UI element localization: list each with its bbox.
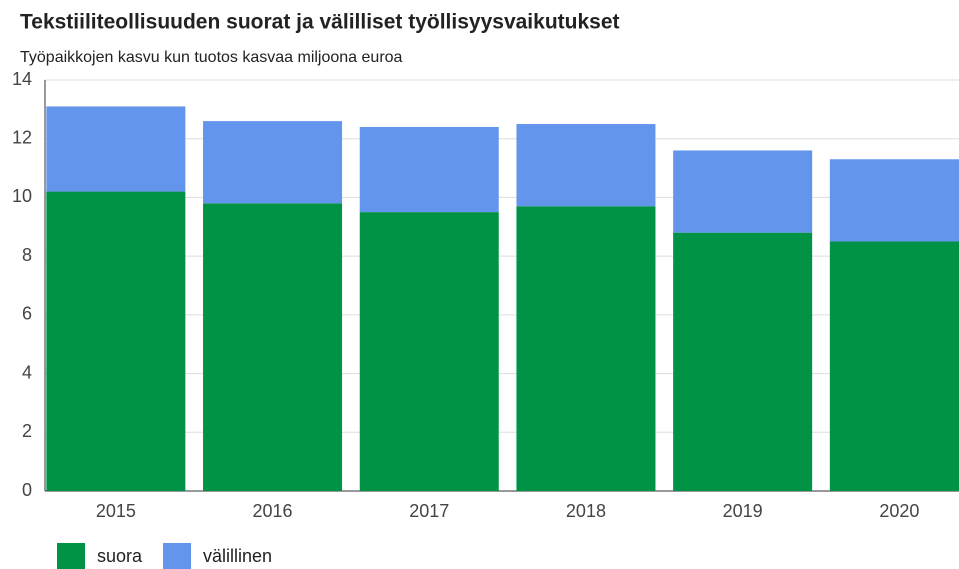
bar-segment: [46, 191, 186, 492]
legend-label: välillinen: [203, 546, 272, 566]
bar-segment: [359, 212, 499, 491]
x-tick-label: 2019: [723, 501, 763, 521]
y-tick-label: 12: [12, 127, 32, 147]
x-tick-label: 2017: [409, 501, 449, 521]
bar-segment: [203, 203, 343, 492]
chart-title: Tekstiiliteollisuuden suorat ja välillis…: [20, 11, 620, 34]
bar-segment: [46, 106, 186, 192]
bar-segment: [829, 241, 959, 491]
bar-segment: [516, 124, 656, 207]
legend-label: suora: [97, 546, 143, 566]
legend-swatch: [57, 543, 85, 569]
y-tick-label: 6: [22, 304, 32, 324]
y-tick-label: 10: [12, 186, 32, 206]
bar-segment: [516, 206, 656, 491]
y-tick-label: 2: [22, 421, 32, 441]
y-tick-label: 0: [22, 480, 32, 500]
x-tick-label: 2020: [879, 501, 919, 521]
x-tick-label: 2015: [96, 501, 136, 521]
chart-subtitle: Työpaikkojen kasvu kun tuotos kasvaa mil…: [20, 49, 403, 66]
y-tick-label: 14: [12, 69, 32, 89]
bar-segment: [359, 126, 499, 213]
bar-segment: [673, 232, 813, 491]
x-tick-label: 2016: [253, 501, 293, 521]
x-tick-label: 2018: [566, 501, 606, 521]
bar-segment: [673, 150, 813, 233]
y-tick-label: 4: [22, 362, 32, 382]
legend-swatch: [163, 543, 192, 569]
bar-segment: [829, 159, 959, 242]
y-tick-label: 8: [22, 245, 32, 265]
bar-segment: [203, 121, 343, 204]
